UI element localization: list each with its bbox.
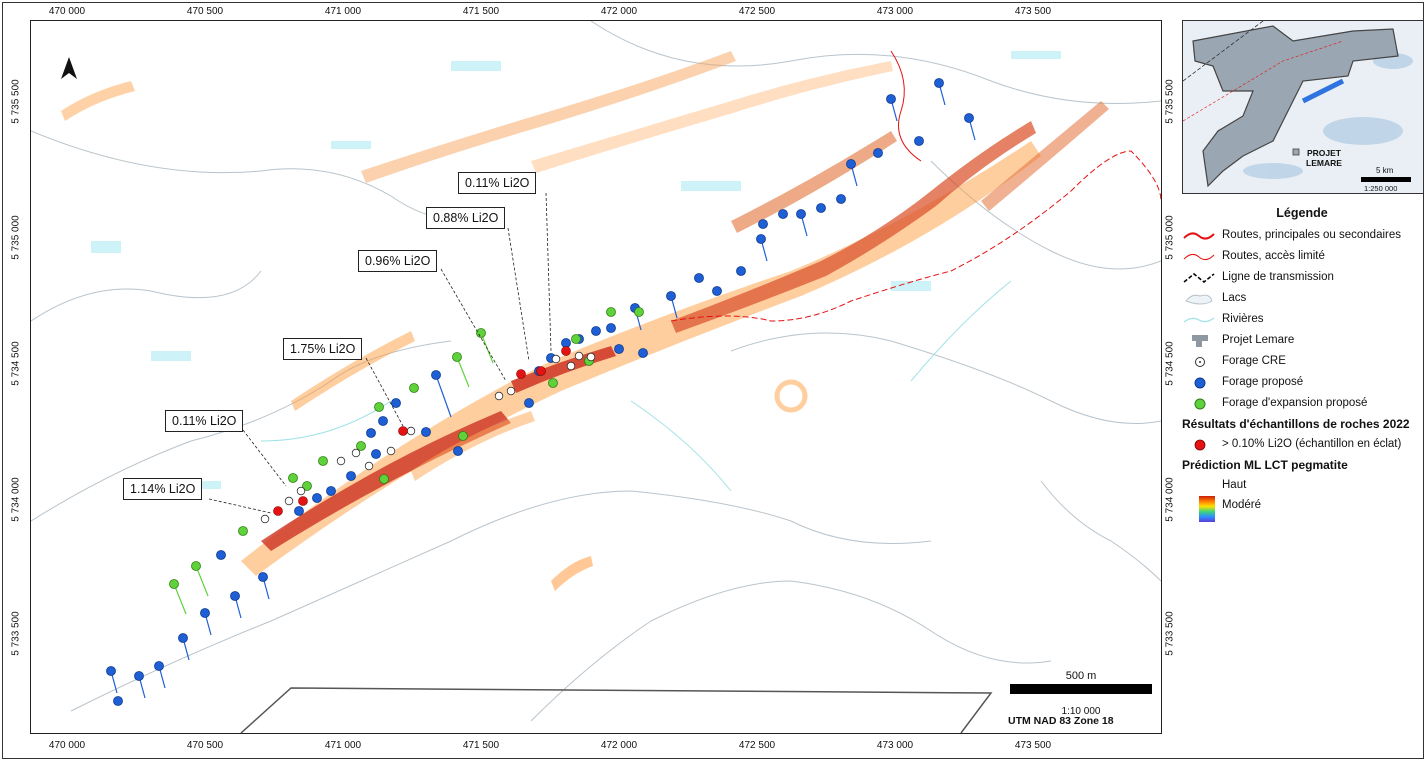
sample-callout: 1.75% Li2O	[283, 338, 363, 360]
legend: Légende Routes, principales ou secondair…	[1182, 206, 1422, 516]
inset-canvas	[1183, 21, 1413, 188]
map-canvas	[31, 21, 1161, 733]
legend-title: Légende	[1276, 206, 1328, 220]
y-tick-left: 5 734 500	[10, 341, 22, 386]
callout-leaders	[208, 192, 552, 514]
cre-drillholes	[260, 351, 596, 524]
legend-ramp-high: Haut	[1222, 479, 1247, 491]
x-tick-top: 471 500	[462, 6, 500, 17]
scale-ratio: 1:10 000	[1061, 706, 1101, 717]
drill-proposed-icon	[1194, 377, 1206, 389]
y-tick-right: 5 734 000	[1164, 477, 1176, 522]
inset-property-polygon	[1192, 25, 1399, 188]
y-tick-left: 5 734 000	[10, 477, 22, 522]
sample-callout: 0.96% Li2O	[358, 250, 438, 272]
expansion-drillholes	[169, 307, 644, 615]
x-tick-bottom: 473 500	[1014, 740, 1052, 751]
scale-label: 500 m	[1065, 670, 1097, 682]
legend-item: Rivières	[1182, 310, 1422, 331]
road-main-icon	[1183, 232, 1215, 240]
x-tick-top: 472 500	[738, 6, 776, 17]
scale-bar-graphic	[1010, 684, 1152, 694]
x-tick-top: 473 500	[1014, 6, 1052, 17]
inset-project-label: PROJET LEMARE	[1306, 148, 1342, 168]
legend-prediction-heading: Prédiction ML LCT pegmatite	[1182, 458, 1348, 472]
sample-callout: 0.88% Li2O	[426, 207, 506, 229]
x-tick-top: 470 000	[48, 6, 86, 17]
lake-icon	[1185, 294, 1213, 305]
x-tick-bottom: 470 500	[186, 740, 224, 751]
y-tick-right: 5 734 500	[1164, 341, 1176, 386]
x-tick-top: 473 000	[876, 6, 914, 17]
x-tick-top: 471 000	[324, 6, 362, 17]
sample-callout: 0.11% Li2O	[165, 410, 244, 432]
x-tick-bottom: 470 000	[48, 740, 86, 751]
projection-label: UTM NAD 83 Zone 18	[1008, 715, 1114, 727]
prediction-color-ramp	[1199, 496, 1215, 522]
legend-item: Routes, accès limité	[1182, 247, 1422, 268]
x-tick-bottom: 472 500	[738, 740, 776, 751]
scale-bar: 500 m 1:10 000	[1010, 670, 1152, 717]
legend-item: > 0.10% Li2O (échantillon en éclat)	[1182, 435, 1422, 456]
legend-ramp-moderate: Modéré	[1222, 499, 1261, 511]
project-polygon-icon	[1192, 335, 1208, 347]
road-main	[890, 50, 922, 162]
inset-scale-ratio: 1:250 000	[1364, 184, 1398, 193]
projet-lemare-boundary	[240, 687, 993, 733]
legend-item: Routes, principales ou secondaires	[1182, 226, 1422, 247]
inset-map[interactable]: PROJET LEMARE 5 km 1:250 000	[1182, 20, 1424, 194]
x-tick-top: 472 000	[600, 6, 638, 17]
road-limited-icon	[1183, 253, 1215, 261]
sample-callout: 0.11% Li2O	[458, 172, 537, 194]
legend-item: Lacs	[1182, 289, 1422, 310]
north-arrow-icon	[61, 57, 77, 79]
sample-callout: 1.14% Li2O	[123, 478, 203, 500]
y-tick-right: 5 733 500	[1164, 611, 1176, 656]
x-tick-top: 470 500	[186, 6, 224, 17]
y-tick-left: 5 735 000	[10, 215, 22, 260]
proposed-drillholes	[106, 78, 976, 706]
x-tick-bottom: 473 000	[876, 740, 914, 751]
legend-item: Projet Lemare	[1182, 331, 1422, 352]
inset-study-area	[1301, 78, 1345, 104]
inset-scale-bar	[1361, 177, 1411, 182]
rock-sample-icon	[1194, 439, 1206, 451]
y-tick-left: 5 733 500	[10, 611, 22, 656]
transmission-line-icon	[1183, 273, 1215, 283]
legend-samples-heading: Résultats d'échantillons de roches 2022	[1182, 417, 1410, 431]
x-tick-bottom: 471 500	[462, 740, 500, 751]
drill-expansion-icon	[1194, 398, 1206, 410]
y-tick-right: 5 735 500	[1164, 79, 1176, 124]
rock-samples	[273, 346, 571, 516]
inset-scale-label: 5 km	[1376, 166, 1394, 175]
ml-prediction-layer	[61, 51, 1109, 591]
y-tick-right: 5 735 000	[1164, 215, 1176, 260]
road-limited-access	[670, 150, 1161, 322]
legend-item: Forage CRE	[1182, 352, 1422, 373]
y-tick-left: 5 735 500	[10, 79, 22, 124]
x-tick-bottom: 472 000	[600, 740, 638, 751]
legend-item: Ligne de transmission	[1182, 268, 1422, 289]
legend-item: Forage proposé	[1182, 373, 1422, 394]
drill-cre-icon	[1195, 357, 1205, 367]
x-tick-bottom: 471 000	[324, 740, 362, 751]
legend-item: Forage d'expansion proposé	[1182, 394, 1422, 415]
main-map[interactable]	[30, 20, 1162, 734]
river-icon	[1183, 317, 1215, 323]
